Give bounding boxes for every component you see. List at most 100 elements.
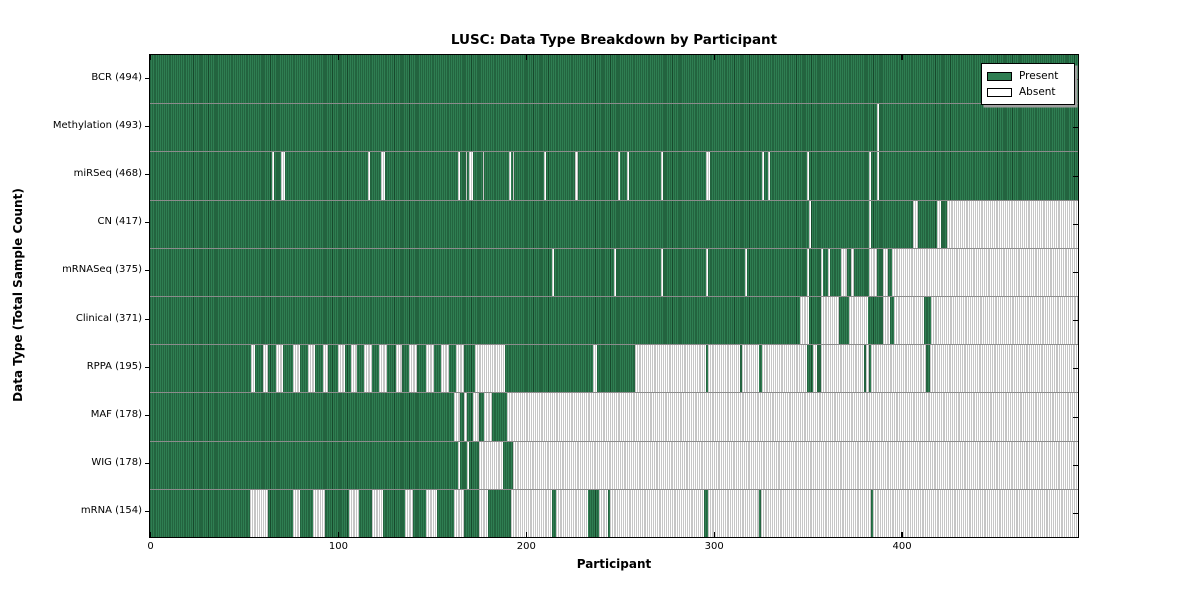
presence-rows bbox=[150, 55, 1078, 537]
absent-segment bbox=[873, 489, 1078, 537]
absent-segment bbox=[555, 489, 588, 537]
absent-segment bbox=[441, 345, 449, 393]
absent-segment bbox=[931, 297, 1078, 345]
y-tick-label: mRNA (154) bbox=[80, 505, 142, 517]
y-tick-label: miRSeq (468) bbox=[73, 168, 142, 179]
absent-segment bbox=[292, 345, 301, 393]
absent-segment bbox=[405, 489, 413, 537]
absent-segment bbox=[574, 152, 579, 200]
absent-segment bbox=[512, 152, 515, 200]
y-axis-label: Data Type (Total Sample Count) bbox=[11, 188, 25, 402]
absent-segment bbox=[865, 345, 870, 393]
x-tick-label: 0 bbox=[147, 541, 154, 552]
y-tick-mark-right bbox=[1073, 416, 1078, 418]
absent-segment bbox=[614, 248, 616, 296]
plot-area bbox=[149, 54, 1079, 538]
x-tick-mark bbox=[901, 532, 903, 537]
present-swatch-icon bbox=[987, 71, 1012, 81]
legend-absent-label: Absent bbox=[1019, 85, 1056, 98]
absent-segment bbox=[634, 345, 707, 393]
absent-segment bbox=[313, 489, 325, 537]
y-tick-label: MAF (178) bbox=[90, 409, 142, 420]
absent-segment bbox=[510, 489, 552, 537]
chart-title: LUSC: Data Type Breakdown by Participant bbox=[450, 32, 778, 48]
y-tick-mark-right bbox=[1073, 464, 1078, 466]
absent-segment bbox=[454, 393, 460, 441]
absent-segment bbox=[820, 248, 823, 296]
absent-segment bbox=[506, 393, 1078, 441]
y-tick-mark bbox=[144, 511, 149, 513]
absent-segment bbox=[396, 345, 402, 393]
absent-segment bbox=[478, 441, 504, 489]
y-tick-mark bbox=[144, 463, 149, 465]
absent-segment bbox=[869, 200, 872, 248]
x-tick-mark bbox=[713, 532, 715, 537]
y-tick-mark bbox=[144, 222, 149, 224]
y-tick-label: CN (417) bbox=[97, 216, 142, 228]
legend-present-label: Present bbox=[1019, 69, 1059, 82]
absent-segment bbox=[552, 248, 554, 296]
y-tick-mark bbox=[144, 318, 149, 320]
x-tick-mark bbox=[150, 55, 152, 60]
absent-segment bbox=[337, 345, 346, 393]
x-axis-label: Participant bbox=[576, 557, 652, 571]
absent-segment bbox=[454, 489, 464, 537]
absent-segment bbox=[807, 248, 810, 296]
x-tick-label: 100 bbox=[328, 541, 348, 552]
absent-segment bbox=[544, 152, 547, 200]
present-fill bbox=[150, 152, 1078, 200]
y-tick-label: mRNASeq (375) bbox=[62, 264, 142, 276]
absent-segment bbox=[351, 345, 357, 393]
absent-segment bbox=[463, 393, 468, 441]
y-tick-label: RPPA (195) bbox=[86, 360, 142, 372]
y-tick-mark bbox=[144, 77, 149, 79]
absent-segment bbox=[876, 152, 879, 200]
absent-segment bbox=[465, 152, 468, 200]
absent-segment bbox=[467, 441, 470, 489]
absent-segment bbox=[469, 152, 474, 200]
y-tick-mark-right bbox=[1073, 127, 1078, 129]
absent-segment bbox=[820, 297, 840, 345]
y-tick-mark-right bbox=[1073, 320, 1078, 322]
x-tick-mark bbox=[337, 55, 340, 60]
absent-segment bbox=[281, 152, 286, 200]
absent-segment bbox=[707, 489, 759, 537]
y-tick-mark-right bbox=[1073, 223, 1078, 225]
absent-segment bbox=[458, 441, 460, 489]
absent-segment bbox=[598, 489, 609, 537]
absent-swatch-icon bbox=[987, 87, 1012, 97]
y-tick-label: Clinical (371) bbox=[75, 312, 142, 324]
absent-segment bbox=[512, 441, 1078, 489]
absent-segment bbox=[249, 489, 269, 537]
absent-segment bbox=[828, 248, 831, 296]
absent-segment bbox=[275, 345, 284, 393]
absent-segment bbox=[706, 152, 710, 200]
y-tick-label: Methylation (493) bbox=[52, 119, 142, 131]
absent-segment bbox=[841, 248, 847, 296]
absent-segment bbox=[473, 393, 479, 441]
absent-segment bbox=[929, 345, 1078, 393]
absent-segment bbox=[848, 297, 868, 345]
x-tick-mark bbox=[713, 55, 715, 60]
y-tick-mark bbox=[144, 270, 149, 272]
absent-segment bbox=[820, 345, 864, 393]
absent-segment bbox=[478, 489, 489, 537]
data-type-row bbox=[150, 488, 1078, 537]
absent-segment bbox=[307, 345, 316, 393]
x-tick-mark bbox=[525, 532, 527, 537]
data-type-row bbox=[150, 103, 1078, 152]
absent-segment bbox=[893, 297, 924, 345]
absent-segment bbox=[474, 345, 506, 393]
absent-segment bbox=[458, 152, 460, 200]
absent-segment bbox=[660, 152, 663, 200]
absent-segment bbox=[364, 345, 372, 393]
absent-segment bbox=[371, 489, 383, 537]
absent-segment bbox=[409, 345, 417, 393]
absent-segment bbox=[610, 489, 705, 537]
present-fill bbox=[150, 55, 1078, 104]
y-tick-label: WIG (178) bbox=[91, 457, 142, 469]
absent-segment bbox=[508, 152, 511, 200]
absent-segment bbox=[760, 489, 872, 537]
absent-segment bbox=[482, 152, 485, 200]
legend: Present Absent bbox=[981, 63, 1075, 105]
